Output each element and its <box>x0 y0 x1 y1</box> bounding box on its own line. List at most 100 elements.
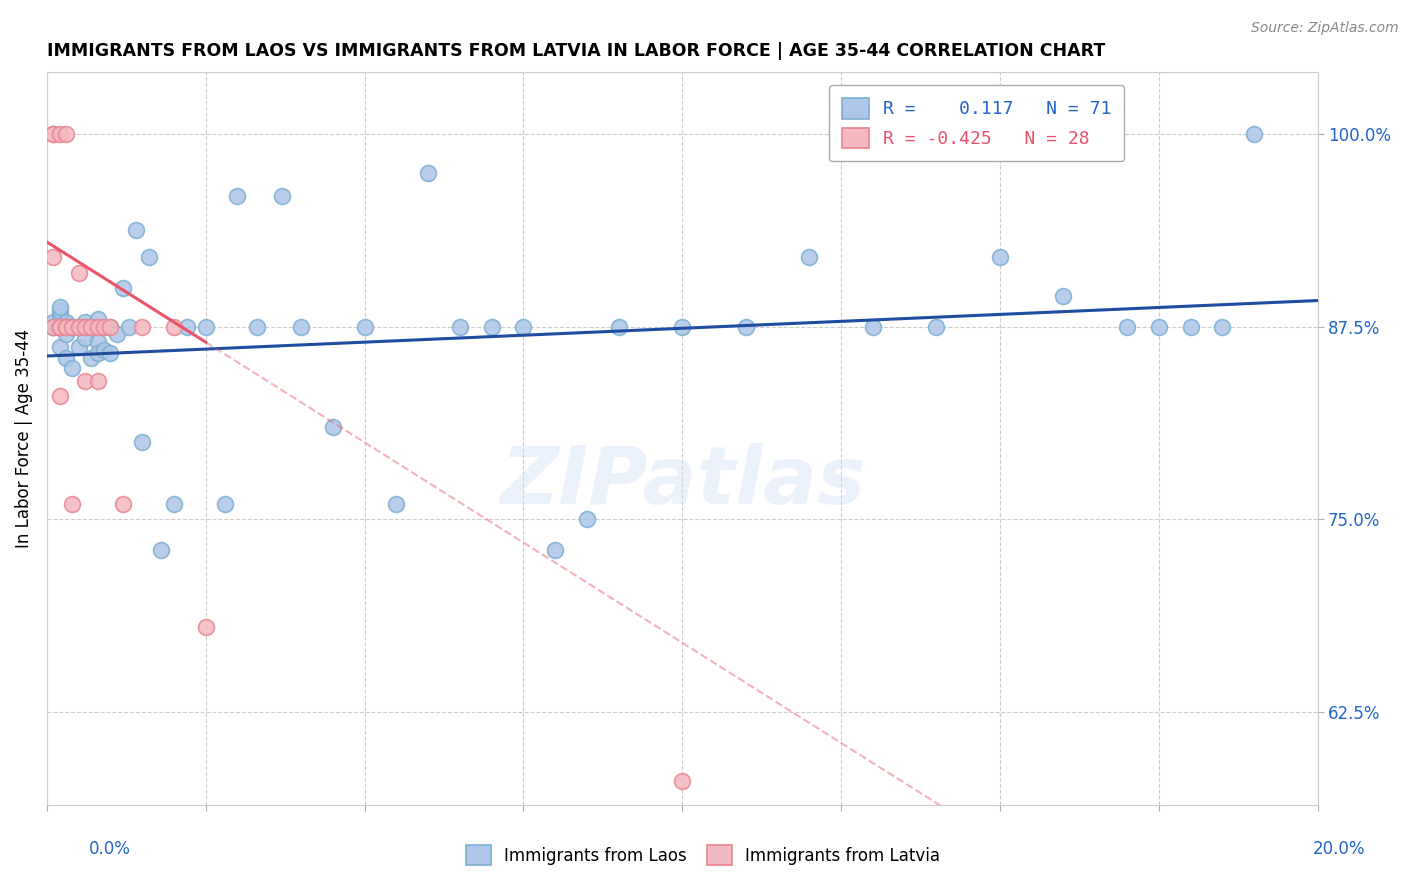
Text: Source: ZipAtlas.com: Source: ZipAtlas.com <box>1251 21 1399 35</box>
Text: ZIPatlas: ZIPatlas <box>499 443 865 522</box>
Point <box>322 420 344 434</box>
Point <box>42 319 65 334</box>
Point <box>416 166 439 180</box>
Point <box>60 319 83 334</box>
Point <box>245 319 267 334</box>
Point <box>60 319 83 334</box>
Point <box>734 319 756 334</box>
Point <box>544 543 567 558</box>
Point <box>799 251 821 265</box>
Point <box>48 389 70 403</box>
Point <box>55 319 77 334</box>
Point <box>48 340 70 354</box>
Point <box>55 319 77 334</box>
Point <box>988 251 1011 265</box>
Point <box>73 330 96 344</box>
Point <box>55 127 77 141</box>
Point <box>42 319 65 334</box>
Point <box>86 335 108 350</box>
Point <box>60 361 83 376</box>
Text: 0.0%: 0.0% <box>89 840 131 858</box>
Point <box>862 319 884 334</box>
Point <box>42 319 65 334</box>
Point <box>1147 319 1170 334</box>
Point <box>86 346 108 360</box>
Point <box>449 319 471 334</box>
Point <box>73 319 96 334</box>
Point <box>100 319 122 334</box>
Point <box>48 319 70 334</box>
Point <box>60 319 83 334</box>
Point <box>55 318 77 333</box>
Point <box>73 319 96 334</box>
Point <box>671 774 693 789</box>
Point <box>163 497 186 511</box>
Point <box>93 319 115 334</box>
Point <box>55 327 77 342</box>
Point <box>100 346 122 360</box>
Point <box>67 319 90 334</box>
Point <box>131 435 153 450</box>
Point <box>93 319 115 334</box>
Point <box>55 319 77 334</box>
Point <box>86 319 108 334</box>
Point <box>73 315 96 329</box>
Point <box>271 188 294 202</box>
Point <box>48 300 70 314</box>
Point <box>1052 289 1074 303</box>
Point <box>131 319 153 334</box>
Text: 20.0%: 20.0% <box>1312 840 1365 858</box>
Point <box>67 319 90 334</box>
Point <box>80 319 103 334</box>
Point <box>118 319 141 334</box>
Point <box>48 319 70 334</box>
Point <box>93 343 115 357</box>
Point <box>481 319 503 334</box>
Point <box>42 127 65 141</box>
Point <box>60 319 83 334</box>
Text: IMMIGRANTS FROM LAOS VS IMMIGRANTS FROM LATVIA IN LABOR FORCE | AGE 35-44 CORREL: IMMIGRANTS FROM LAOS VS IMMIGRANTS FROM … <box>46 42 1105 60</box>
Point <box>607 319 630 334</box>
Point <box>575 512 598 526</box>
Point <box>55 315 77 329</box>
Point <box>42 251 65 265</box>
Point <box>194 319 217 334</box>
Point <box>80 319 103 334</box>
Point <box>512 319 534 334</box>
Point <box>138 251 160 265</box>
Point <box>60 497 83 511</box>
Point <box>671 319 693 334</box>
Point <box>194 620 217 634</box>
Point <box>48 309 70 323</box>
Point <box>1211 319 1233 334</box>
Point <box>48 319 70 334</box>
Point <box>925 319 948 334</box>
Point <box>55 319 77 334</box>
Legend: R =    0.117   N = 71, R = -0.425   N = 28: R = 0.117 N = 71, R = -0.425 N = 28 <box>830 85 1125 161</box>
Y-axis label: In Labor Force | Age 35-44: In Labor Force | Age 35-44 <box>15 329 32 548</box>
Point <box>100 319 122 334</box>
Point <box>86 312 108 326</box>
Point <box>163 319 186 334</box>
Point <box>67 319 90 334</box>
Point <box>176 319 198 334</box>
Point <box>385 497 408 511</box>
Point <box>67 340 90 354</box>
Point <box>73 374 96 388</box>
Point <box>86 374 108 388</box>
Point <box>48 304 70 318</box>
Point <box>48 127 70 141</box>
Point <box>353 319 375 334</box>
Point <box>80 351 103 365</box>
Point <box>226 188 249 202</box>
Point <box>105 327 128 342</box>
Point <box>112 281 135 295</box>
Point <box>1116 319 1139 334</box>
Point <box>214 497 236 511</box>
Legend: Immigrants from Laos, Immigrants from Latvia: Immigrants from Laos, Immigrants from La… <box>457 837 949 873</box>
Point <box>48 319 70 334</box>
Point <box>150 543 173 558</box>
Point <box>112 497 135 511</box>
Point <box>55 351 77 365</box>
Point <box>42 127 65 141</box>
